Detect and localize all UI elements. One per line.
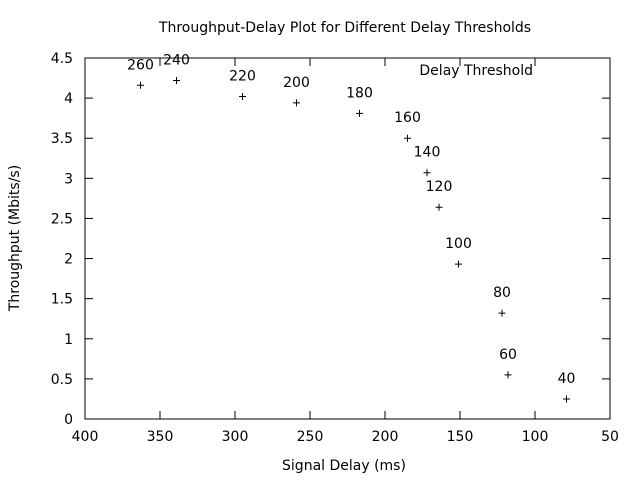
point-marker: [173, 76, 180, 84]
x-tick-label: 400: [72, 429, 99, 445]
plot-frame: [84, 57, 611, 420]
point-label: 180: [346, 85, 373, 101]
point-label: 40: [558, 371, 576, 387]
data-point: 140: [414, 145, 441, 177]
data-point: 180: [346, 85, 373, 117]
point-marker: [404, 134, 411, 142]
point-label: 200: [283, 75, 310, 91]
data-point: 200: [283, 75, 310, 107]
y-tick-label: 0.5: [51, 372, 73, 388]
y-tick-label: 3: [64, 171, 73, 187]
y-tick-label: 1.5: [51, 292, 73, 308]
point-marker: [293, 99, 300, 107]
point-label: 80: [493, 285, 511, 301]
y-tick-label: 3.5: [51, 131, 73, 147]
point-label: 220: [229, 69, 256, 85]
y-tick-label: 2: [64, 252, 73, 268]
legend-title: Delay Threshold: [419, 63, 533, 79]
data-point: 120: [426, 179, 453, 211]
data-point: 60: [499, 347, 517, 379]
y-axis-label: Throughput (Mbits/s): [7, 165, 23, 312]
axis-ticks: 400 350 300 250 200 150 100 50 0 0.5 1 1.5 2 2.5 3 3.5 4…: [51, 51, 619, 445]
point-marker: [137, 81, 144, 89]
y-tick-label: 2.5: [51, 211, 73, 227]
point-marker: [504, 371, 512, 379]
data-point: 40: [558, 371, 576, 403]
data-point: 220: [229, 69, 256, 101]
data-point: 160: [394, 110, 421, 142]
point-marker: [356, 109, 363, 117]
point-marker: [435, 203, 443, 211]
data-points: 260 240 220 200 180 160 140 120 100 80 60 40: [127, 52, 576, 403]
y-tick-label: 0: [64, 412, 73, 428]
x-tick-label: 250: [297, 429, 324, 445]
y-tick-label: 4.5: [51, 51, 73, 67]
x-tick-label: 50: [601, 429, 619, 445]
x-tick-label: 150: [447, 429, 474, 445]
point-marker: [423, 169, 431, 177]
x-tick-label: 300: [222, 429, 249, 445]
x-tick-label: 350: [147, 429, 174, 445]
point-marker: [563, 395, 570, 403]
point-marker: [239, 93, 246, 101]
point-label: 160: [394, 110, 421, 126]
x-axis-label: Signal Delay (ms): [282, 458, 406, 474]
point-label: 240: [163, 52, 190, 68]
x-tick-label: 200: [372, 429, 399, 445]
data-point: 240: [163, 52, 190, 84]
y-tick-label: 4: [64, 91, 73, 107]
point-label: 140: [414, 145, 441, 161]
data-point: 260: [127, 57, 154, 89]
data-point: 80: [493, 285, 511, 317]
point-label: 120: [426, 179, 453, 195]
y-tick-label: 1: [64, 332, 73, 348]
data-point: 100: [445, 236, 472, 268]
point-label: 100: [445, 236, 472, 252]
x-tick-label: 100: [522, 429, 549, 445]
point-marker: [455, 260, 462, 268]
point-marker: [498, 309, 506, 317]
point-label: 60: [499, 347, 517, 363]
point-label: 260: [127, 57, 154, 73]
chart-title: Throughput-Delay Plot for Different Dela…: [158, 20, 531, 36]
